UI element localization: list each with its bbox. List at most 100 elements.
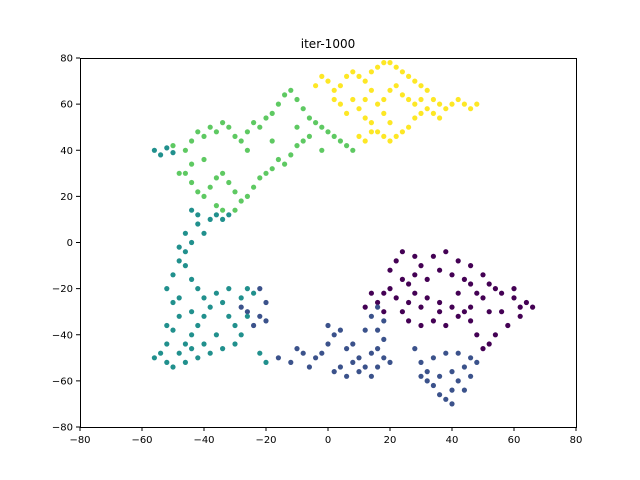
scatter-point (393, 258, 399, 264)
scatter-point (151, 147, 157, 153)
scatter-point (418, 110, 424, 116)
scatter-point (294, 124, 300, 130)
scatter-point (220, 346, 226, 352)
scatter-point (412, 253, 418, 259)
scatter-point (449, 401, 455, 407)
scatter-point (468, 263, 474, 269)
x-tick-label: 60 (508, 435, 521, 446)
scatter-point (288, 152, 294, 158)
x-tick-label: −20 (255, 435, 276, 446)
scatter-point (368, 87, 374, 93)
scatter-point (294, 143, 300, 149)
scatter-point (437, 267, 443, 273)
scatter-point (418, 373, 424, 379)
scatter-point (499, 290, 505, 296)
scatter-point (195, 129, 201, 135)
y-tick-label: −80 (52, 423, 73, 434)
scatter-point (220, 207, 226, 213)
scatter-point (437, 392, 443, 398)
scatter-point (368, 120, 374, 126)
scatter-point (313, 355, 319, 361)
scatter-point (486, 281, 492, 287)
scatter-point (226, 286, 232, 292)
scatter-point (449, 101, 455, 107)
scatter-point (437, 309, 443, 315)
chart-title: iter-1000 (301, 37, 355, 51)
scatter-point (244, 147, 250, 153)
scatter-point (313, 120, 319, 126)
scatter-point (511, 295, 517, 301)
scatter-point (238, 295, 244, 301)
scatter-point (480, 272, 486, 278)
scatter-point (455, 258, 461, 264)
scatter-point (207, 350, 213, 356)
scatter-point (325, 78, 331, 84)
scatter-point (269, 138, 275, 144)
scatter-point (207, 184, 213, 190)
scatter-point (511, 286, 517, 292)
scatter-point (176, 244, 182, 250)
scatter-point (269, 166, 275, 172)
scatter-point (449, 304, 455, 310)
scatter-point (368, 313, 374, 319)
scatter-point (399, 129, 405, 135)
scatter-point (213, 203, 219, 209)
scatter-point (530, 304, 536, 310)
scatter-point (319, 124, 325, 130)
scatter-point (207, 304, 213, 310)
scatter-point (393, 64, 399, 70)
scatter-point (164, 286, 170, 292)
x-tick-label: 40 (446, 435, 459, 446)
scatter-point (468, 304, 474, 310)
scatter-point (182, 147, 188, 153)
scatter-point (362, 78, 368, 84)
scatter-point (189, 138, 195, 144)
scatter-point (375, 327, 381, 333)
scatter-point (176, 295, 182, 301)
scatter-point (362, 115, 368, 121)
scatter-point (424, 276, 430, 282)
scatter-point (455, 96, 461, 103)
scatter-point (368, 129, 374, 135)
scatter-point (399, 276, 405, 282)
scatter-point (213, 212, 219, 218)
scatter-point (356, 133, 362, 139)
scatter-point (220, 299, 226, 306)
scatter-point (182, 359, 188, 365)
scatter-point (189, 239, 195, 246)
scatter-point (362, 304, 368, 310)
scatter-point (350, 69, 356, 75)
scatter-point (164, 322, 170, 329)
scatter-point (170, 150, 176, 156)
scatter-point (375, 299, 381, 306)
y-tick-label: 60 (60, 100, 73, 111)
scatter-point (319, 350, 325, 356)
scatter-point (381, 309, 387, 315)
scatter-point (406, 318, 412, 324)
scatter-point (300, 138, 306, 144)
scatter-point (455, 378, 461, 384)
scatter-point (505, 322, 511, 329)
scatter-point (368, 69, 374, 75)
scatter-point (474, 101, 480, 107)
scatter-point (263, 170, 269, 176)
scatter-point (244, 286, 250, 292)
scatter-point (164, 145, 170, 151)
scatter-point (213, 290, 219, 296)
scatter-point (344, 110, 350, 116)
scatter-point (189, 276, 195, 282)
scatter-point (393, 295, 399, 301)
scatter-point (492, 332, 498, 338)
scatter-point (418, 322, 424, 329)
scatter-point (517, 313, 523, 319)
scatter-point (430, 110, 436, 116)
scatter-point (213, 332, 219, 338)
scatter-point (232, 207, 238, 213)
scatter-point (282, 92, 288, 98)
scatter-point (412, 78, 418, 84)
x-tick-label: 0 (325, 435, 331, 446)
scatter-point (412, 346, 418, 352)
scatter-point (381, 133, 387, 139)
scatter-point (468, 318, 474, 324)
scatter-point (220, 120, 226, 126)
